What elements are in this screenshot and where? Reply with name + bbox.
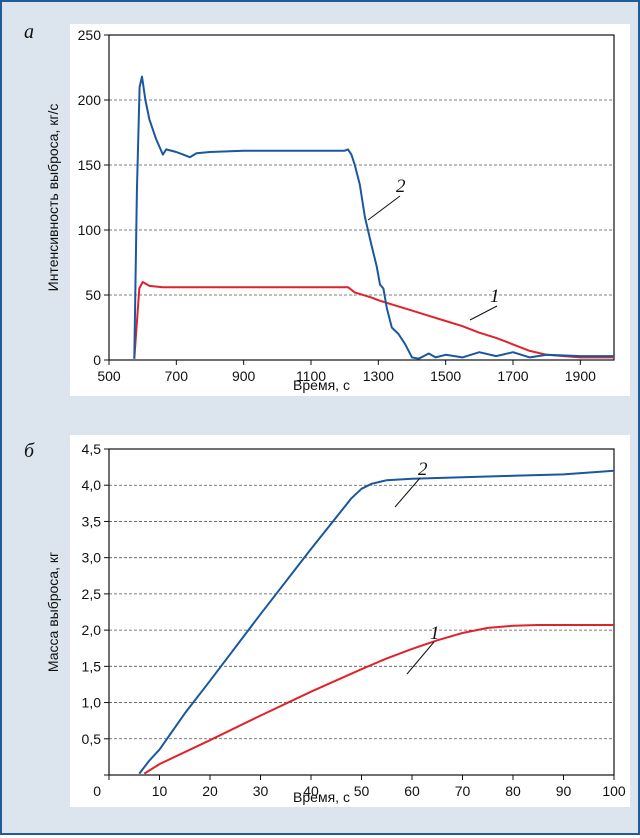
series-label-2: 2: [418, 459, 428, 480]
y-tick-label: 150: [78, 157, 102, 173]
y-tick-label: 4,0: [82, 477, 102, 493]
y-tick-label: 1,5: [82, 658, 102, 674]
x-tick-label: 30: [253, 783, 269, 799]
y-tick-label: 200: [78, 92, 102, 108]
panel-letter: а: [24, 21, 34, 43]
panel-letter: б: [24, 440, 35, 462]
x-tick-label: 80: [505, 783, 521, 799]
y-tick-label: 2,5: [82, 586, 102, 602]
series-label-1: 1: [430, 623, 440, 644]
x-tick-label: 500: [97, 368, 121, 384]
y-tick-label: 100: [78, 222, 102, 238]
x-tick-label: 10: [152, 783, 168, 799]
y-tick-label: 50: [85, 287, 101, 303]
x-axis-label: Время, с: [293, 789, 350, 805]
series-label-2: 2: [396, 176, 406, 197]
leader-line: [394, 477, 421, 508]
series-label-1: 1: [490, 286, 500, 307]
y-tick-label: 2,0: [82, 622, 102, 638]
leader-line: [469, 305, 498, 321]
y-tick-label: 4,5: [82, 441, 102, 457]
x-axis-label: Время, с: [293, 377, 350, 393]
x-tick-label: 700: [165, 368, 189, 384]
chart-panel-a: 0 50 100 150 200 250 500 700 900 1100 1300 1500 1700…: [24, 21, 630, 396]
x-tick-label: 900: [232, 368, 256, 384]
plot-frame: [108, 34, 615, 361]
x-tick-label: 1300: [363, 368, 394, 384]
x-tick-label: 1900: [565, 368, 596, 384]
x-tick-label: 60: [404, 783, 420, 799]
series-line-1: [143, 624, 614, 775]
x-tick-label: 50: [354, 783, 370, 799]
leader-line: [406, 641, 435, 675]
x-tick-label: 20: [202, 783, 218, 799]
y-axis-label: Масса выброса, кг: [45, 552, 61, 672]
panel-background: [70, 435, 630, 807]
series-line-2: [138, 469, 615, 775]
y-tick-label: 0: [93, 352, 101, 368]
x-tick-label: 1500: [430, 368, 461, 384]
chart-panel-b: 0,5 1,0 1,5 2,0 2,5 3,0 3,5 4,0 4,5 0 10 20 30 40 50 60…: [24, 435, 630, 807]
y-tick-label: 1,0: [82, 695, 102, 711]
y-tick-label: 250: [78, 27, 102, 43]
x-tick-label: 0: [93, 783, 101, 799]
y-tick-label: 3,0: [82, 550, 102, 566]
x-tick-label: 1100: [296, 368, 326, 384]
x-tick-label: 40: [303, 783, 319, 799]
x-tick-label: 1700: [497, 368, 528, 384]
x-tick-label: 90: [556, 783, 572, 799]
leader-line: [367, 195, 401, 221]
panel-background: [70, 24, 630, 396]
y-axis-label: Интенсивность выброса, кг/с: [45, 104, 61, 292]
y-tick-label: 3,5: [82, 513, 102, 529]
series-line-2: [133, 75, 614, 360]
x-tick-label: 70: [455, 783, 471, 799]
x-tick-label: 100: [602, 783, 626, 799]
series-line-1: [133, 281, 614, 359]
y-tick-label: 0,5: [82, 731, 102, 747]
